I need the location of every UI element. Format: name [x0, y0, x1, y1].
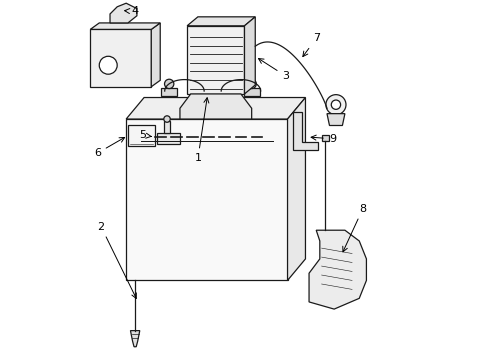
Circle shape	[325, 95, 346, 115]
Text: 7: 7	[302, 33, 319, 57]
Polygon shape	[292, 112, 317, 149]
Polygon shape	[308, 230, 366, 309]
Text: 8: 8	[342, 204, 366, 252]
Polygon shape	[287, 98, 305, 280]
Bar	[321, 135, 328, 140]
Circle shape	[163, 116, 170, 122]
Text: 9: 9	[310, 134, 335, 144]
Text: 4: 4	[124, 6, 139, 17]
Polygon shape	[126, 98, 305, 119]
Bar	[156, 134, 180, 144]
Text: 1: 1	[194, 98, 208, 163]
Circle shape	[164, 79, 174, 89]
Text: 2: 2	[97, 222, 136, 298]
Bar	[163, 121, 170, 134]
Bar	[161, 88, 177, 96]
Circle shape	[330, 100, 340, 109]
Polygon shape	[126, 119, 287, 280]
Polygon shape	[90, 30, 151, 87]
Polygon shape	[130, 330, 140, 347]
Text: 3: 3	[258, 59, 288, 81]
Polygon shape	[110, 3, 137, 23]
Bar	[244, 88, 259, 96]
Text: 6: 6	[94, 138, 124, 158]
Text: 5: 5	[139, 130, 151, 140]
Circle shape	[246, 79, 256, 89]
Polygon shape	[187, 26, 244, 94]
Bar	[128, 125, 155, 146]
Polygon shape	[90, 23, 160, 30]
Polygon shape	[326, 114, 344, 126]
Polygon shape	[187, 17, 255, 26]
Polygon shape	[244, 17, 255, 94]
Polygon shape	[151, 23, 160, 87]
Circle shape	[99, 56, 117, 74]
Polygon shape	[180, 94, 251, 119]
